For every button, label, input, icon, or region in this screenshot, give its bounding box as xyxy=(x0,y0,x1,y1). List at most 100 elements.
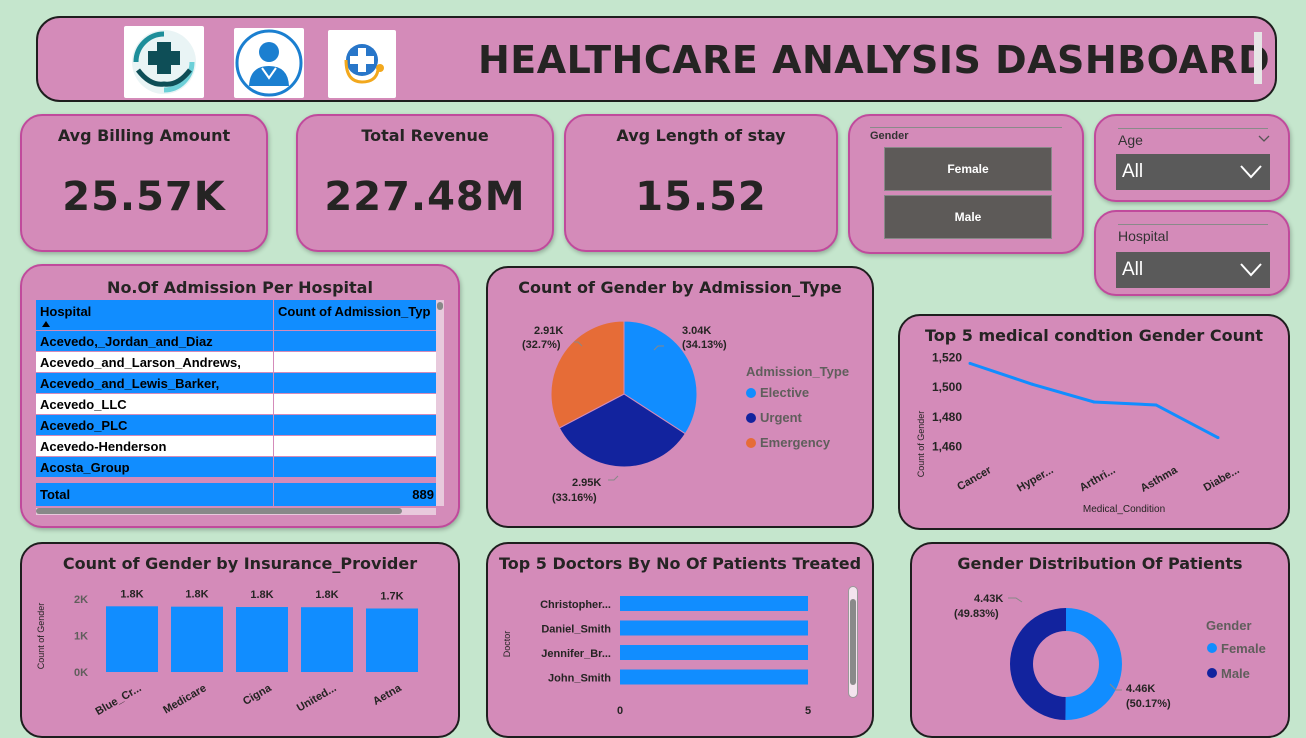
gender-male-button[interactable]: Male xyxy=(884,195,1052,239)
hospital-cell: Acevedo_LLC xyxy=(36,394,274,414)
slice-label-value: 4.43K xyxy=(974,593,1003,605)
x-tick-label: Diabe... xyxy=(1202,464,1242,494)
chevron-down-icon[interactable] xyxy=(1258,130,1270,142)
table-row[interactable]: Acevedo_and_Larson_Andrews, xyxy=(36,351,436,372)
doctors-bar-card: Top 5 Doctors By No Of Patients Treated … xyxy=(486,542,874,738)
chevron-down-icon xyxy=(1240,165,1262,179)
legend-item[interactable]: Elective xyxy=(760,385,809,400)
header-banner: HEALTHCARE ANALYSIS DASHBOARD xyxy=(36,16,1277,102)
line-point[interactable] xyxy=(1030,382,1034,386)
bar[interactable] xyxy=(301,607,353,672)
hospital-cell: Acevedo-Henderson xyxy=(36,436,274,456)
table-vertical-scrollbar[interactable] xyxy=(436,300,444,506)
x-tick-label: Asthma xyxy=(1139,464,1181,495)
scroll-thumb[interactable] xyxy=(437,302,443,310)
x-tick-label: Arthri... xyxy=(1078,464,1118,494)
admission-pie-chart: Admission_Type Elective Urgent Emergency 3… xyxy=(522,320,849,504)
legend-item[interactable]: Emergency xyxy=(760,435,831,450)
legend-marker xyxy=(746,438,756,448)
age-slicer-label: Age xyxy=(1118,132,1143,148)
column-header-label: Count of Admission_Typ xyxy=(278,304,431,319)
condition-line-title: Top 5 medical condtion Gender Count xyxy=(924,326,1263,345)
kpi-avg-length-of-stay: Avg Length of stay 15.52 xyxy=(564,114,838,252)
count-cell xyxy=(274,352,436,372)
bar[interactable] xyxy=(106,606,158,672)
total-value: 889 xyxy=(412,487,434,502)
table-row[interactable]: Acevedo,_Jordan_and_Diaz xyxy=(36,330,436,351)
scrollbar-handle[interactable] xyxy=(1254,32,1262,84)
y-tick-label: 1,480 xyxy=(932,410,962,424)
doctors-bar-title: Top 5 Doctors By No Of Patients Treated xyxy=(498,554,862,573)
leader-line xyxy=(608,475,619,481)
legend-item[interactable]: Male xyxy=(1221,666,1250,681)
x-tick-label: Hyper... xyxy=(1015,464,1055,494)
gender-slicer: Gender Female Male xyxy=(848,114,1084,254)
line-point[interactable] xyxy=(1216,436,1220,440)
legend-item[interactable]: Urgent xyxy=(760,410,803,425)
scroll-thumb[interactable] xyxy=(36,508,402,514)
x-tick-label: 5 xyxy=(805,705,811,717)
legend-item[interactable]: Female xyxy=(1221,641,1266,656)
y-tick-label: John_Smith xyxy=(548,673,611,685)
slicer-divider xyxy=(1118,128,1268,129)
bar[interactable] xyxy=(620,620,808,636)
leader-line xyxy=(653,345,664,351)
slice-label-value: 3.04K xyxy=(682,325,711,337)
age-slicer: Age All xyxy=(1094,114,1290,202)
bar[interactable] xyxy=(236,607,288,672)
table-header: Hospital Count of Admission_Typ xyxy=(36,300,436,330)
slicer-divider xyxy=(1118,224,1268,225)
kpi-value: 227.48M xyxy=(324,174,526,220)
y-tick-label: Daniel_Smith xyxy=(541,624,611,636)
column-header-hospital[interactable]: Hospital xyxy=(36,300,274,330)
doctors-vertical-scrollbar[interactable] xyxy=(848,586,858,698)
scroll-thumb[interactable] xyxy=(850,599,856,685)
x-tick-label: 0 xyxy=(617,705,623,717)
gender-donut-chart: Gender Female Male 4.46K (50.17%) 4.43K (… xyxy=(954,593,1266,720)
bar[interactable] xyxy=(620,596,808,611)
line-point[interactable] xyxy=(968,361,972,365)
doctors-bar-chart: Doctor Christopher... Daniel_Smith Jennife… xyxy=(502,596,811,717)
legend-marker xyxy=(746,388,756,398)
y-tick-label: Christopher... xyxy=(540,599,611,611)
donut-slice[interactable] xyxy=(1065,608,1123,720)
count-cell xyxy=(274,415,436,435)
condition-line-card: Top 5 medical condtion Gender Count Coun… xyxy=(898,314,1290,530)
line-point[interactable] xyxy=(1154,403,1158,407)
bar[interactable] xyxy=(620,645,808,660)
pie-slice[interactable] xyxy=(558,393,686,468)
insurance-bar-chart: Count of Gender 2K 1K 0K 1.8K Blue_Cr... 1.8K… xyxy=(36,588,418,718)
hospital-slicer: Hospital All xyxy=(1094,210,1290,296)
column-header-count[interactable]: Count of Admission_Typ xyxy=(274,300,436,330)
age-dropdown[interactable]: All xyxy=(1116,154,1270,190)
table-row[interactable]: Acevedo-Henderson xyxy=(36,435,436,456)
x-tick-label: Blue_Cr... xyxy=(94,682,144,718)
table-horizontal-scrollbar[interactable] xyxy=(36,508,436,515)
data-label: 1.8K xyxy=(120,588,143,600)
gender-donut-title: Gender Distribution Of Patients xyxy=(957,554,1243,573)
leader-line xyxy=(1008,597,1023,603)
pie-slice[interactable] xyxy=(550,320,625,429)
admission-pie-title: Count of Gender by Admission_Type xyxy=(518,278,842,297)
slice-label-pct: (50.17%) xyxy=(1126,698,1171,710)
gender-female-button[interactable]: Female xyxy=(884,147,1052,191)
bar[interactable] xyxy=(366,608,418,672)
x-axis-label: Medical_Condition xyxy=(1083,504,1165,515)
bar[interactable] xyxy=(620,669,808,685)
bar[interactable] xyxy=(171,606,223,672)
table-row[interactable]: Acevedo_and_Lewis_Barker, xyxy=(36,372,436,393)
count-cell xyxy=(274,436,436,456)
legend-marker xyxy=(746,413,756,423)
table-row[interactable]: Acevedo_LLC xyxy=(36,393,436,414)
donut-slice[interactable] xyxy=(1010,608,1066,720)
table-row[interactable]: Acevedo_PLC xyxy=(36,414,436,435)
kpi-value: 25.57K xyxy=(62,174,226,220)
line-point[interactable] xyxy=(1092,400,1096,404)
doctor-icon xyxy=(234,28,304,98)
table-row[interactable]: Acosta_Group xyxy=(36,456,436,477)
hospital-dropdown[interactable]: All xyxy=(1116,252,1270,288)
kpi-label: Avg Length of stay xyxy=(616,126,786,145)
legend-title: Admission_Type xyxy=(746,364,849,379)
hospital-dropdown-value: All xyxy=(1122,259,1144,280)
y-tick-label: 2K xyxy=(74,594,88,606)
